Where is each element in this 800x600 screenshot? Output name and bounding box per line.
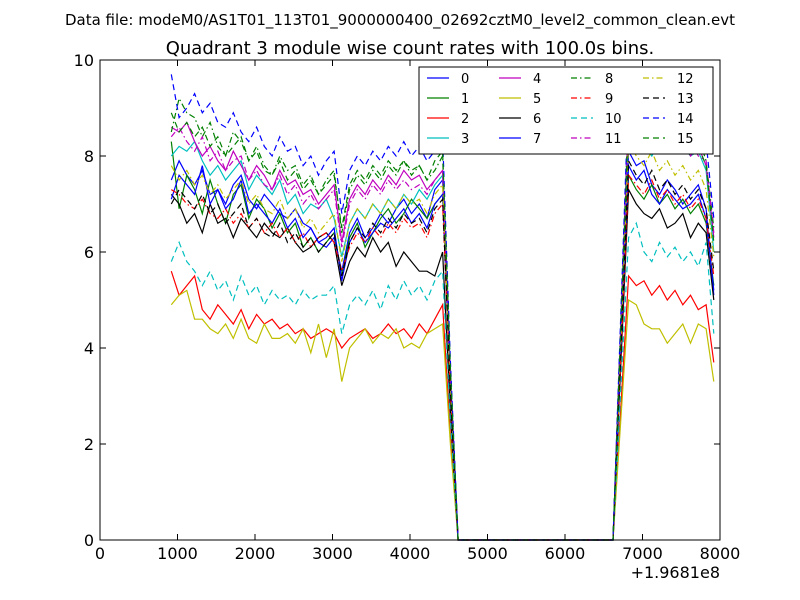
y-tick-label: 4 [84, 339, 94, 358]
legend-label-12: 12 [677, 72, 694, 87]
x-tick-label: 6000 [545, 544, 586, 563]
legend-label-11: 11 [605, 132, 622, 147]
chart-title: Quadrant 3 module wise count rates with … [166, 38, 655, 59]
y-tick-label: 10 [74, 51, 94, 70]
x-tick-label: 5000 [467, 544, 508, 563]
series-line-13 [170, 158, 715, 541]
legend-label-6: 6 [533, 112, 541, 127]
x-tick-label: 0 [95, 544, 105, 563]
x-tick-label: 1000 [157, 544, 198, 563]
legend-label-4: 4 [533, 72, 541, 87]
figure-suptitle: Data file: modeM0/AS1T01_113T01_90000004… [65, 11, 735, 30]
x-tick-label: 3000 [312, 544, 353, 563]
legend-label-1: 1 [461, 92, 469, 107]
y-tick-label: 2 [84, 435, 94, 454]
y-tick-label: 6 [84, 243, 94, 262]
series-line-5 [170, 289, 715, 541]
legend-label-15: 15 [677, 132, 694, 147]
legend-label-5: 5 [533, 92, 541, 107]
legend-box [418, 66, 714, 155]
x-tick-label: 2000 [235, 544, 276, 563]
series-line-14 [170, 74, 715, 541]
series-line-0 [170, 148, 715, 541]
legend-label-2: 2 [461, 112, 469, 127]
x-tick-label: 7000 [622, 544, 663, 563]
legend-label-13: 13 [677, 92, 694, 107]
x-offset-label: +1.9681e8 [631, 563, 720, 582]
legend-label-3: 3 [461, 132, 469, 147]
plot-area [170, 74, 715, 541]
series-line-2 [170, 271, 715, 541]
series-line-6 [170, 187, 715, 541]
x-tick-label: 4000 [390, 544, 431, 563]
legend-label-14: 14 [677, 112, 694, 127]
legend-label-7: 7 [533, 132, 541, 147]
series-line-12 [170, 139, 715, 541]
series-line-10 [170, 221, 715, 541]
series-line-9 [170, 173, 715, 541]
y-tick-label: 8 [84, 147, 94, 166]
series-line-11 [170, 105, 715, 541]
y-tick-label: 0 [84, 531, 94, 550]
x-tick-label: 8000 [700, 544, 741, 563]
series-line-7 [170, 163, 715, 541]
legend-label-0: 0 [461, 72, 469, 87]
legend-label-8: 8 [605, 72, 613, 87]
legend-label-10: 10 [605, 112, 622, 127]
legend-label-9: 9 [605, 92, 613, 107]
